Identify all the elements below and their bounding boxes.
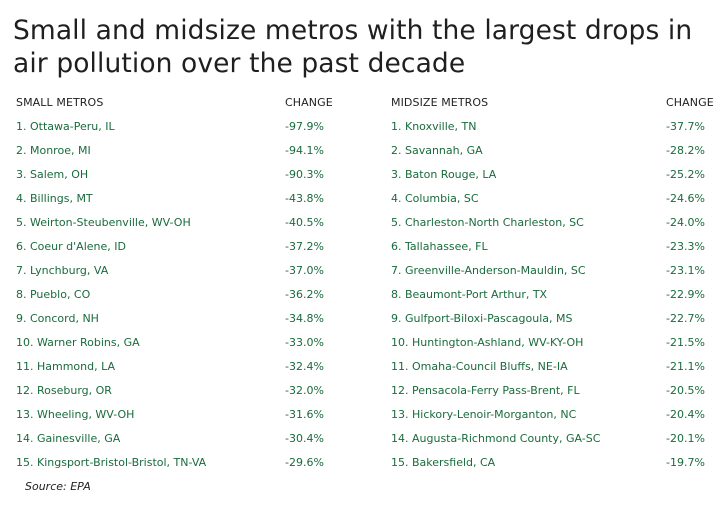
small-metro-name: 5. Weirton-Steubenville, WV-OH — [16, 216, 191, 229]
midsize-metro-name: 7. Greenville-Anderson-Mauldin, SC — [391, 264, 586, 277]
small-metro-change: -97.9% — [285, 120, 324, 133]
midsize-metro-change: -20.4% — [666, 408, 705, 421]
small-metro-name: 4. Billings, MT — [16, 192, 93, 205]
small-metro-change: -33.0% — [285, 336, 324, 349]
midsize-metro-change: -25.2% — [666, 168, 705, 181]
midsize-change-header: CHANGE — [666, 96, 714, 109]
midsize-metro-change: -19.7% — [666, 456, 705, 469]
small-metro-change: -36.2% — [285, 288, 324, 301]
midsize-metro-change: -20.1% — [666, 432, 705, 445]
small-metro-change: -30.4% — [285, 432, 324, 445]
small-metro-change: -43.8% — [285, 192, 324, 205]
midsize-metro-change: -23.3% — [666, 240, 705, 253]
small-metro-name: 11. Hammond, LA — [16, 360, 116, 373]
midsize-metro-name: 12. Pensacola-Ferry Pass-Brent, FL — [391, 384, 580, 397]
midsize-metro-name: 3. Baton Rouge, LA — [391, 168, 497, 181]
midsize-metros-change-column: CHANGE -37.7% -28.2% -25.2% -24.6% -24.0% -23… — [666, 95, 724, 479]
midsize-metro-name: 15. Bakersfield, CA — [391, 456, 496, 469]
small-metro-name: 1. Ottawa-Peru, IL — [16, 120, 115, 133]
midsize-metro-name: 1. Knoxville, TN — [391, 120, 477, 133]
midsize-metro-name: 4. Columbia, SC — [391, 192, 479, 205]
midsize-metro-name: 9. Gulfport-Biloxi-Pascagoula, MS — [391, 312, 573, 325]
midsize-metro-change: -24.0% — [666, 216, 705, 229]
midsize-metro-name: 14. Augusta-Richmond County, GA-SC — [391, 432, 601, 445]
small-metro-name: 9. Concord, NH — [16, 312, 99, 325]
midsize-metros-name-column: MIDSIZE METROS 1. Knoxville, TN 2. Savann… — [391, 95, 661, 479]
midsize-metro-name: 10. Huntington-Ashland, WV-KY-OH — [391, 336, 584, 349]
small-metro-name: 3. Salem, OH — [16, 168, 89, 181]
small-metros-name-list: 1. Ottawa-Peru, IL 2. Monroe, MI 3. Salem,… — [16, 119, 276, 479]
small-metro-name: 10. Warner Robins, GA — [16, 336, 140, 349]
small-metro-name: 6. Coeur d'Alene, ID — [16, 240, 126, 253]
midsize-metro-name: 8. Beaumont-Port Arthur, TX — [391, 288, 548, 301]
small-metro-change: -40.5% — [285, 216, 324, 229]
midsize-metro-change: -22.7% — [666, 312, 705, 325]
midsize-metro-name: 2. Savannah, GA — [391, 144, 483, 157]
midsize-metro-change: -22.9% — [666, 288, 705, 301]
small-metro-name: 8. Pueblo, CO — [16, 288, 91, 301]
midsize-metro-change: -20.5% — [666, 384, 705, 397]
small-metro-name: 7. Lynchburg, VA — [16, 264, 109, 277]
midsize-metros-header: MIDSIZE METROS — [391, 96, 489, 109]
midsize-metro-change: -24.6% — [666, 192, 705, 205]
small-metro-change: -31.6% — [285, 408, 324, 421]
page-title: Small and midsize metros with the larges… — [13, 15, 693, 79]
small-metro-name: 13. Wheeling, WV-OH — [16, 408, 135, 421]
midsize-metro-change: -23.1% — [666, 264, 705, 277]
small-metro-change: -34.8% — [285, 312, 324, 325]
midsize-metro-name: 5. Charleston-North Charleston, SC — [391, 216, 584, 229]
small-metro-change: -37.2% — [285, 240, 324, 253]
midsize-metro-name: 6. Tallahassee, FL — [391, 240, 488, 253]
small-metro-change: -94.1% — [285, 144, 324, 157]
small-metros-change-column: CHANGE -97.9% -94.1% -90.3% -43.8% -40.5% -37… — [285, 95, 365, 479]
source-note: Source: EPA — [25, 480, 91, 493]
small-change-header: CHANGE — [285, 96, 333, 109]
midsize-metro-change: -21.5% — [666, 336, 705, 349]
small-metro-change: -32.4% — [285, 360, 324, 373]
midsize-metro-change: -37.7% — [666, 120, 705, 133]
midsize-metro-name: 11. Omaha-Council Bluffs, NE-IA — [391, 360, 568, 373]
midsize-metro-change: -21.1% — [666, 360, 705, 373]
small-metro-change: -29.6% — [285, 456, 324, 469]
small-metro-name: 12. Roseburg, OR — [16, 384, 112, 397]
small-metros-change-list: -97.9% -94.1% -90.3% -43.8% -40.5% -37.2% -37.… — [285, 119, 365, 479]
small-metro-change: -37.0% — [285, 264, 324, 277]
midsize-metro-change: -28.2% — [666, 144, 705, 157]
small-metro-name: 14. Gainesville, GA — [16, 432, 121, 445]
midsize-metros-change-list: -37.7% -28.2% -25.2% -24.6% -24.0% -23.3% -23.… — [666, 119, 724, 479]
small-metro-name: 2. Monroe, MI — [16, 144, 91, 157]
small-metros-header: SMALL METROS — [16, 96, 104, 109]
small-metro-name: 15. Kingsport-Bristol-Bristol, TN-VA — [16, 456, 207, 469]
midsize-metros-name-list: 1. Knoxville, TN 2. Savannah, GA 3. Baton … — [391, 119, 661, 479]
small-metro-change: -90.3% — [285, 168, 324, 181]
small-metro-change: -32.0% — [285, 384, 324, 397]
small-metros-name-column: SMALL METROS 1. Ottawa-Peru, IL 2. Monroe… — [16, 95, 276, 479]
midsize-metro-name: 13. Hickory-Lenoir-Morganton, NC — [391, 408, 577, 421]
